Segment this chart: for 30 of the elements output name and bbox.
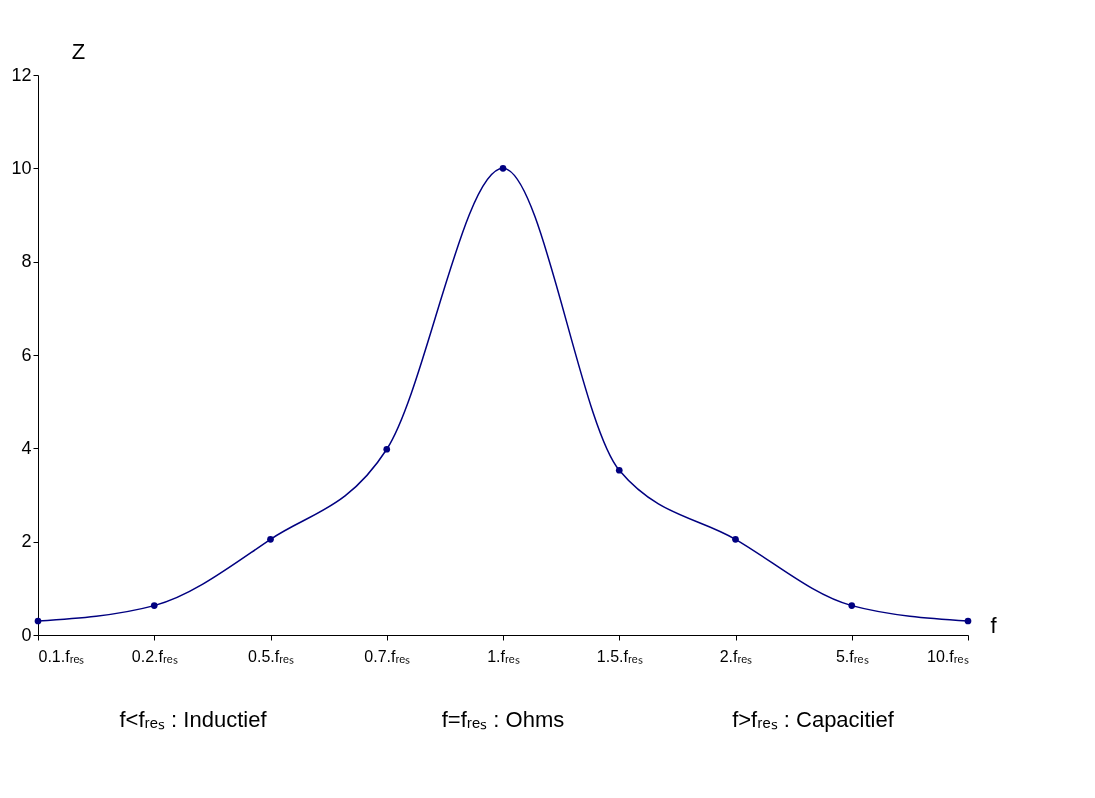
y-tick-label: 10 xyxy=(11,157,32,178)
y-tick-label: 8 xyxy=(21,251,32,272)
y-tick-label: 2 xyxy=(21,531,32,552)
point xyxy=(615,466,623,474)
x-tick-label: 0.5.fᵣₑₛ xyxy=(248,647,294,665)
x-tick-label: 0.2.fᵣₑₛ xyxy=(131,647,178,665)
x-tick-label: 1.5.fᵣₑₛ xyxy=(596,647,643,665)
x-tick-label: 1.fᵣₑₛ xyxy=(487,647,520,665)
x-tick-label: 10.fᵣₑₛ xyxy=(927,647,969,665)
y-axis-title: Z xyxy=(71,38,86,64)
text: f=fᵣₑₛ : Ohms xyxy=(441,707,565,732)
x-axis-title: f xyxy=(990,612,998,638)
point xyxy=(848,602,856,609)
text: f<fᵣₑₛ : Inductief xyxy=(119,707,268,732)
y-tick-label: 12 xyxy=(11,64,32,85)
point xyxy=(150,602,158,609)
x-tick-label: 2.fᵣₑₛ xyxy=(719,647,753,665)
point xyxy=(34,617,42,625)
y-tick-label: 0 xyxy=(21,624,32,645)
x-tick-label: 0.7.fᵣₑₛ xyxy=(364,647,411,665)
x-tick-label: 5.fᵣₑₛ xyxy=(835,647,869,665)
point xyxy=(964,617,972,625)
y-tick-label: 6 xyxy=(21,344,32,365)
x-tick-label: 0.1.fᵣₑₛ xyxy=(38,647,85,665)
point xyxy=(732,535,739,543)
point xyxy=(383,445,391,453)
y-tick-label: 4 xyxy=(21,437,32,458)
text: f>fᵣₑₛ : Capacitief xyxy=(732,707,895,732)
point xyxy=(267,535,274,543)
point xyxy=(499,164,507,172)
